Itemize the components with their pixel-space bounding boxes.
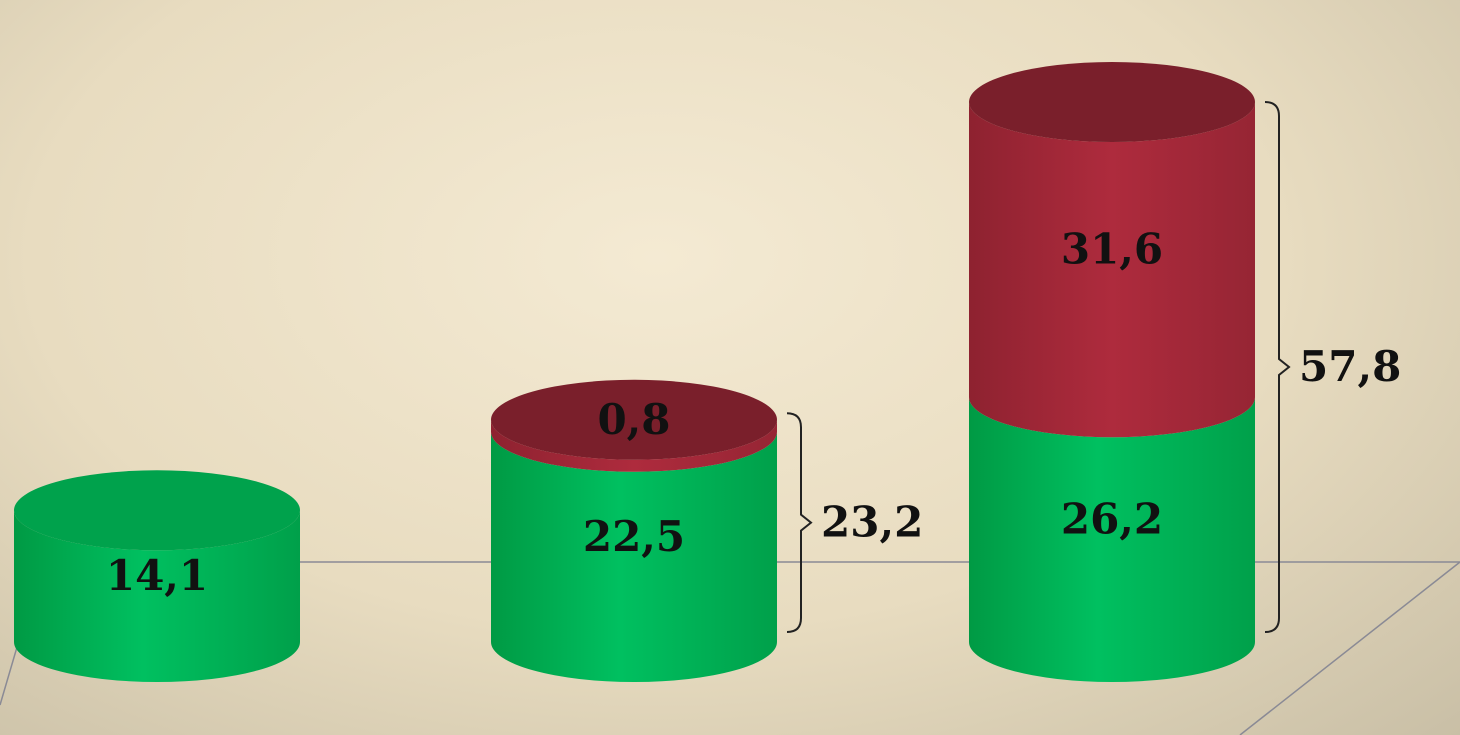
data-label-1-1: 0,8 (597, 395, 670, 444)
total-bracket-2 (1264, 101, 1291, 633)
data-labels: 14,1 22,5 0,8 26,2 31,6 (106, 225, 1163, 601)
total-bracket-1 (786, 412, 813, 633)
bar-segment-0-1 (491, 431, 777, 682)
data-label-0-0: 14,1 (106, 551, 208, 600)
total-label-1: 23,2 (821, 498, 923, 547)
bar-segment-1-2 (969, 102, 1255, 438)
bar-cap-1 (491, 379, 777, 460)
bar-segment-0-2 (969, 397, 1255, 682)
data-label-1-2: 31,6 (1061, 225, 1163, 274)
floor-right-edge (1239, 561, 1460, 735)
data-label-0-2: 26,2 (1061, 495, 1163, 544)
total-brackets: 23,2 57,8 (786, 101, 1401, 633)
bar-cap-2 (969, 62, 1255, 142)
data-label-0-1: 22,5 (583, 512, 685, 561)
total-label-2: 57,8 (1299, 342, 1401, 391)
bar-segment-1-1 (491, 419, 777, 472)
bar-cap-0 (14, 470, 300, 551)
bar-segment-0-0 (14, 510, 300, 682)
bars (14, 62, 1255, 682)
